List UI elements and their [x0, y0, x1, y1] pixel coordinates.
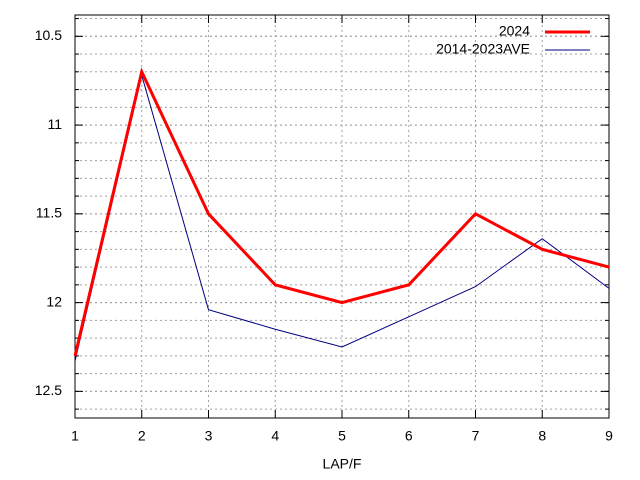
x-tick-label: 5 [338, 428, 346, 444]
legend-label: 2024 [499, 23, 530, 39]
x-tick-label: 3 [205, 428, 213, 444]
x-tick-label: 4 [271, 428, 279, 444]
x-tick-label: 6 [405, 428, 413, 444]
plot-frame [74, 14, 610, 419]
x-axis-label: LAP/F [323, 456, 362, 472]
y-tick-label: 12 [46, 293, 62, 309]
y-tick-label: 11 [47, 116, 62, 132]
x-tick-label: 8 [538, 428, 546, 444]
y-tick-label: 11.5 [36, 205, 62, 221]
y-tick-label: 12.5 [35, 382, 62, 398]
legend-label: 2014-2023AVE [436, 41, 530, 57]
x-tick-label: 7 [472, 428, 480, 444]
y-tick-label: 10.5 [35, 27, 62, 43]
series-line [73, 67, 610, 357]
series-line [74, 73, 610, 362]
x-tick-label: 1 [71, 428, 79, 444]
x-tick-label: 2 [138, 428, 146, 444]
x-tick-label: 9 [605, 428, 613, 444]
